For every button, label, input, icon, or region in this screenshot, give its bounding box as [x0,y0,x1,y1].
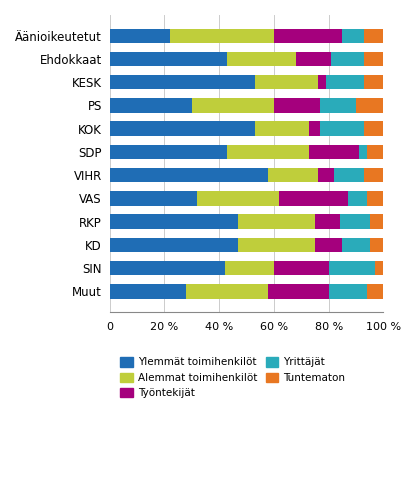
Legend: Ylemmät toimihenkilöt, Alemmat toimihenkilöt, Työntekijät, Yrittäjät, Tuntematon: Ylemmät toimihenkilöt, Alemmat toimihenk… [116,353,349,403]
Bar [225,261,274,275]
Bar [296,52,332,66]
Bar [109,145,227,159]
Bar [318,75,326,89]
Bar [227,52,296,66]
Bar [268,168,318,183]
Bar [170,28,274,43]
Bar [364,121,384,136]
Bar [364,75,384,89]
Bar [255,121,310,136]
Bar [315,238,342,252]
Bar [280,191,348,206]
Bar [186,284,268,299]
Bar [320,121,364,136]
Bar [364,168,384,183]
Bar [109,261,225,275]
Bar [310,145,359,159]
Bar [356,98,384,112]
Bar [255,75,318,89]
Bar [109,28,170,43]
Bar [342,28,364,43]
Bar [310,121,320,136]
Bar [268,284,329,299]
Bar [370,238,384,252]
Bar [339,215,370,229]
Bar [326,75,364,89]
Bar [274,261,329,275]
Bar [329,261,375,275]
Bar [109,238,238,252]
Bar [367,191,384,206]
Bar [375,261,384,275]
Bar [238,238,315,252]
Bar [197,191,280,206]
Bar [315,215,339,229]
Bar [109,191,197,206]
Bar [342,238,370,252]
Bar [367,284,384,299]
Bar [274,28,342,43]
Bar [274,98,320,112]
Bar [334,168,364,183]
Bar [109,98,192,112]
Bar [109,52,227,66]
Bar [320,98,356,112]
Bar [364,28,384,43]
Bar [318,168,334,183]
Bar [367,145,384,159]
Bar [227,145,310,159]
Bar [370,215,384,229]
Bar [109,215,238,229]
Bar [364,52,384,66]
Bar [109,168,268,183]
Bar [332,52,364,66]
Bar [359,145,367,159]
Bar [238,215,315,229]
Bar [109,75,255,89]
Bar [192,98,274,112]
Bar [109,121,255,136]
Bar [329,284,367,299]
Bar [109,284,186,299]
Bar [348,191,367,206]
